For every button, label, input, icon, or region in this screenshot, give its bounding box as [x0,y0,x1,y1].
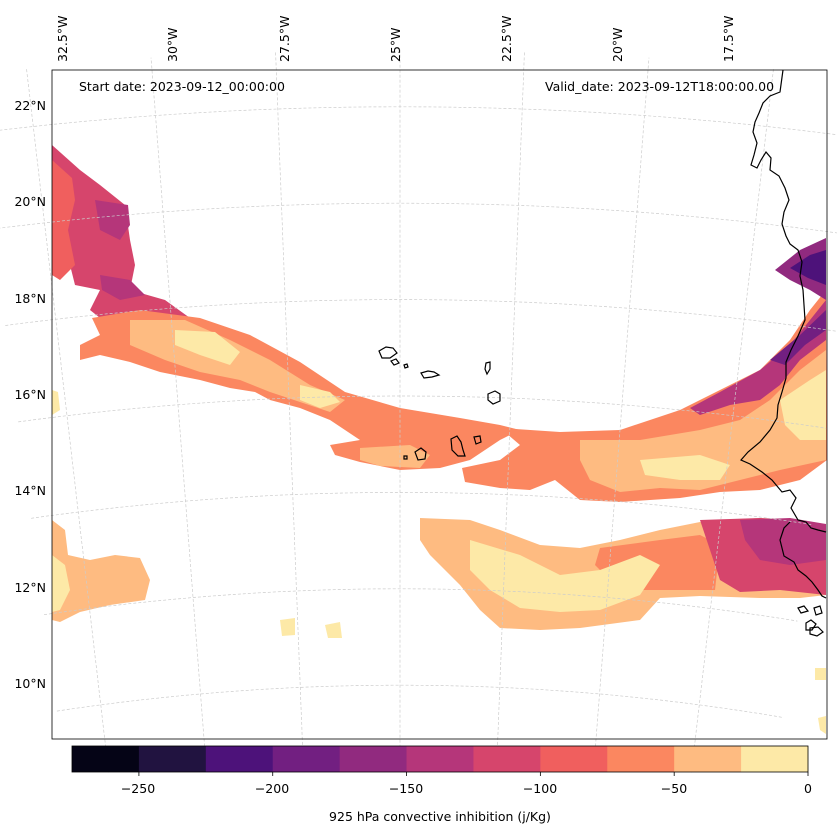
colorbar-segment [406,746,474,772]
colorbar-segment [138,746,207,772]
meridian-line [150,57,207,762]
parallel-line [31,492,812,526]
start-date-label: Start date: 2023-09-12_00:00:00 [79,79,285,94]
colorbar-segment [72,746,140,772]
island-sao-vicente [390,358,400,366]
africa-coastline [740,69,827,599]
cin-contour-region [470,540,660,612]
island-santo-antao [378,346,398,359]
parallel-line [0,106,837,136]
island-bijagos-4 [809,626,824,637]
colorbar-tick-label: −50 [661,781,687,796]
cin-contour-region [360,445,430,468]
parallel-line [18,395,827,429]
cin-contour-region [175,330,240,365]
colorbar-tick-label: −150 [389,781,423,796]
latitude-labels: 22°N 20°N 18°N 16°N 14°N 12°N 10°N [14,98,46,691]
island-bijagos-1 [797,605,810,614]
colorbar-ticks: −250 −200 −150 −100 −50 0 [121,772,812,796]
cin-cells [52,145,827,734]
lat-label: 18°N [14,291,46,306]
colorbar-tick-label: −100 [523,781,557,796]
parallel-line [43,588,798,622]
parallel-line [56,684,784,718]
colorbar-segment [473,746,541,772]
island-fogo [414,447,427,461]
cin-contour-region [100,275,145,300]
lat-label: 12°N [14,580,46,595]
lon-label: 30°W [165,27,180,62]
cin-contour-region [580,350,826,492]
parallel-line [5,299,837,332]
cin-contour-region [818,716,826,734]
colorbar-segment [272,746,341,772]
cin-contour-region [300,385,340,408]
cin-contour-region [770,310,826,365]
cin-contour-region [325,622,342,638]
island-boa-vista [487,390,501,405]
colorbar [72,746,809,772]
colorbar-segment [339,746,408,772]
colorbar-tick-label: −250 [121,781,155,796]
meridian-line [26,68,109,773]
colorbar-segment [205,746,274,772]
longitude-labels: 32.5°W 30°W 27.5°W 25°W 22.5°W 20°W 17.5… [55,16,736,62]
lon-label: 22.5°W [499,16,514,62]
meridian-line [593,57,650,762]
parallel-line [0,202,837,234]
lon-label: 27.5°W [277,16,292,62]
colorbar-segment [741,746,809,772]
island-bijagos-2 [813,605,823,616]
lat-label: 16°N [14,387,46,402]
island-santiago [450,435,466,457]
meridian-line [275,51,304,755]
island-bijagos-3 [805,619,817,631]
cin-contour-region [815,668,826,680]
colorbar-tick-label: −200 [255,781,289,796]
cin-contour-region [52,390,60,415]
island-santa-luzia [403,363,409,369]
cin-contour-region [95,200,130,240]
cin-contour-region [280,618,295,636]
lat-label: 22°N [14,98,46,113]
cin-contour-region [52,160,75,280]
map-frame [51,69,828,740]
cin-contour-region [790,250,826,285]
cin-contour-region [740,518,826,565]
cin-contour-region [52,555,70,612]
island-sao-nicolau [420,370,441,379]
lon-label: 32.5°W [55,16,70,62]
cin-filled-contours [52,145,827,734]
cin-contour-region [640,455,730,480]
cin-contour-region [780,370,826,440]
cin-contour-region [52,520,150,622]
colorbar-segment [674,746,742,772]
island-maio [473,435,482,445]
island-sal [484,361,491,376]
colorbar-label: 925 hPa convective inhibition (j/Kg) [329,809,551,824]
cin-contour-region [690,300,826,415]
lat-label: 14°N [14,483,46,498]
colorbar-segment [540,746,608,772]
lat-label: 10°N [14,676,46,691]
lon-label: 20°W [610,27,625,62]
meridian-line [691,68,774,773]
coastline [378,69,827,637]
valid-date-label: Valid_date: 2023-09-12T18:00:00.00 [545,79,774,94]
lat-label: 20°N [14,194,46,209]
meridian-line [496,51,525,755]
lon-label: 25°W [388,27,403,62]
graticule-grid [0,49,837,773]
colorbar-frame [71,745,809,773]
lon-label: 17.5°W [721,16,736,62]
island-brava [403,455,408,460]
colorbar-segment [607,746,675,772]
colorbar-tick-label: 0 [804,781,812,796]
